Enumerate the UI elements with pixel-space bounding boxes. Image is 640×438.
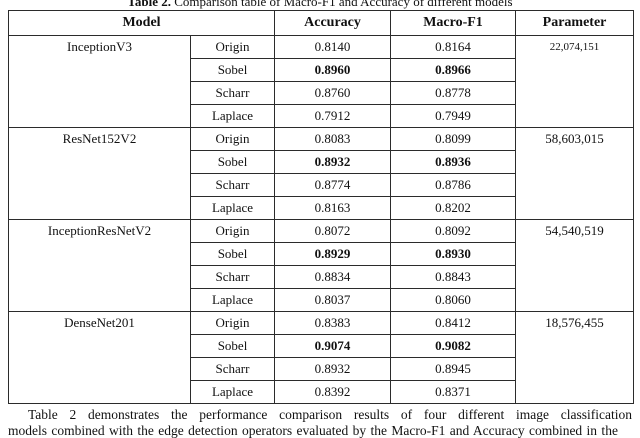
operator-cell: Laplace xyxy=(191,289,275,312)
model-name-cell: DenseNet201 xyxy=(9,312,191,404)
table-header: Model Accuracy Macro-F1 Parameter xyxy=(9,11,634,36)
accuracy-cell: 0.8037 xyxy=(275,289,391,312)
operator-cell: Origin xyxy=(191,312,275,335)
macro-f1-cell: 0.8843 xyxy=(391,266,516,289)
operator-cell: Origin xyxy=(191,128,275,151)
macro-f1-cell: 0.8930 xyxy=(391,243,516,266)
paragraph-line-1: Table 2 demonstrates the performance com… xyxy=(8,407,632,423)
macro-f1-cell: 0.8778 xyxy=(391,82,516,105)
comparison-table: Model Accuracy Macro-F1 Parameter Incept… xyxy=(8,10,634,404)
header-macro-f1: Macro-F1 xyxy=(391,11,516,36)
accuracy-cell: 0.7912 xyxy=(275,105,391,128)
accuracy-cell: 0.8774 xyxy=(275,174,391,197)
accuracy-cell: 0.8140 xyxy=(275,36,391,59)
accuracy-cell: 0.8929 xyxy=(275,243,391,266)
operator-cell: Scharr xyxy=(191,82,275,105)
accuracy-cell: 0.8932 xyxy=(275,151,391,174)
operator-cell: Laplace xyxy=(191,381,275,404)
macro-f1-cell: 0.8936 xyxy=(391,151,516,174)
header-model: Model xyxy=(9,11,275,36)
header-row: Model Accuracy Macro-F1 Parameter xyxy=(9,11,634,36)
body-paragraph: Table 2 demonstrates the performance com… xyxy=(8,407,632,438)
accuracy-cell: 0.8383 xyxy=(275,312,391,335)
table-caption-text: Comparison table of Macro-F1 and Accurac… xyxy=(171,0,513,9)
operator-cell: Scharr xyxy=(191,358,275,381)
macro-f1-cell: 0.8412 xyxy=(391,312,516,335)
operator-cell: Sobel xyxy=(191,335,275,358)
macro-f1-cell: 0.8164 xyxy=(391,36,516,59)
macro-f1-cell: 0.8099 xyxy=(391,128,516,151)
macro-f1-cell: 0.8945 xyxy=(391,358,516,381)
table-caption-number: Table 2. xyxy=(127,0,171,9)
accuracy-cell: 0.9074 xyxy=(275,335,391,358)
operator-cell: Sobel xyxy=(191,243,275,266)
operator-cell: Sobel xyxy=(191,151,275,174)
model-name-cell: InceptionV3 xyxy=(9,36,191,128)
macro-f1-cell: 0.8966 xyxy=(391,59,516,82)
parameter-cell: 22,074,151 xyxy=(516,36,634,128)
parameter-cell: 18,576,455 xyxy=(516,312,634,404)
paper-page: { "caption": { "label": "Table 2.", "tex… xyxy=(0,0,640,419)
header-accuracy: Accuracy xyxy=(275,11,391,36)
macro-f1-cell: 0.8060 xyxy=(391,289,516,312)
accuracy-cell: 0.8072 xyxy=(275,220,391,243)
macro-f1-cell: 0.9082 xyxy=(391,335,516,358)
operator-cell: Laplace xyxy=(191,105,275,128)
accuracy-cell: 0.8932 xyxy=(275,358,391,381)
macro-f1-cell: 0.8371 xyxy=(391,381,516,404)
accuracy-cell: 0.8760 xyxy=(275,82,391,105)
accuracy-cell: 0.8834 xyxy=(275,266,391,289)
macro-f1-cell: 0.8202 xyxy=(391,197,516,220)
operator-cell: Scharr xyxy=(191,174,275,197)
macro-f1-cell: 0.8786 xyxy=(391,174,516,197)
operator-cell: Origin xyxy=(191,36,275,59)
header-parameter: Parameter xyxy=(516,11,634,36)
operator-cell: Sobel xyxy=(191,59,275,82)
macro-f1-cell: 0.7949 xyxy=(391,105,516,128)
operator-cell: Origin xyxy=(191,220,275,243)
operator-cell: Scharr xyxy=(191,266,275,289)
accuracy-cell: 0.8163 xyxy=(275,197,391,220)
accuracy-cell: 0.8960 xyxy=(275,59,391,82)
parameter-cell: 54,540,519 xyxy=(516,220,634,312)
accuracy-cell: 0.8392 xyxy=(275,381,391,404)
paragraph-line-2: models combined with the edge detection … xyxy=(8,423,632,438)
model-name-cell: ResNet152V2 xyxy=(9,128,191,220)
parameter-cell: 58,603,015 xyxy=(516,128,634,220)
operator-cell: Laplace xyxy=(191,197,275,220)
macro-f1-cell: 0.8092 xyxy=(391,220,516,243)
model-name-cell: InceptionResNetV2 xyxy=(9,220,191,312)
table-caption: Table 2. Comparison table of Macro-F1 an… xyxy=(0,0,640,9)
accuracy-cell: 0.8083 xyxy=(275,128,391,151)
